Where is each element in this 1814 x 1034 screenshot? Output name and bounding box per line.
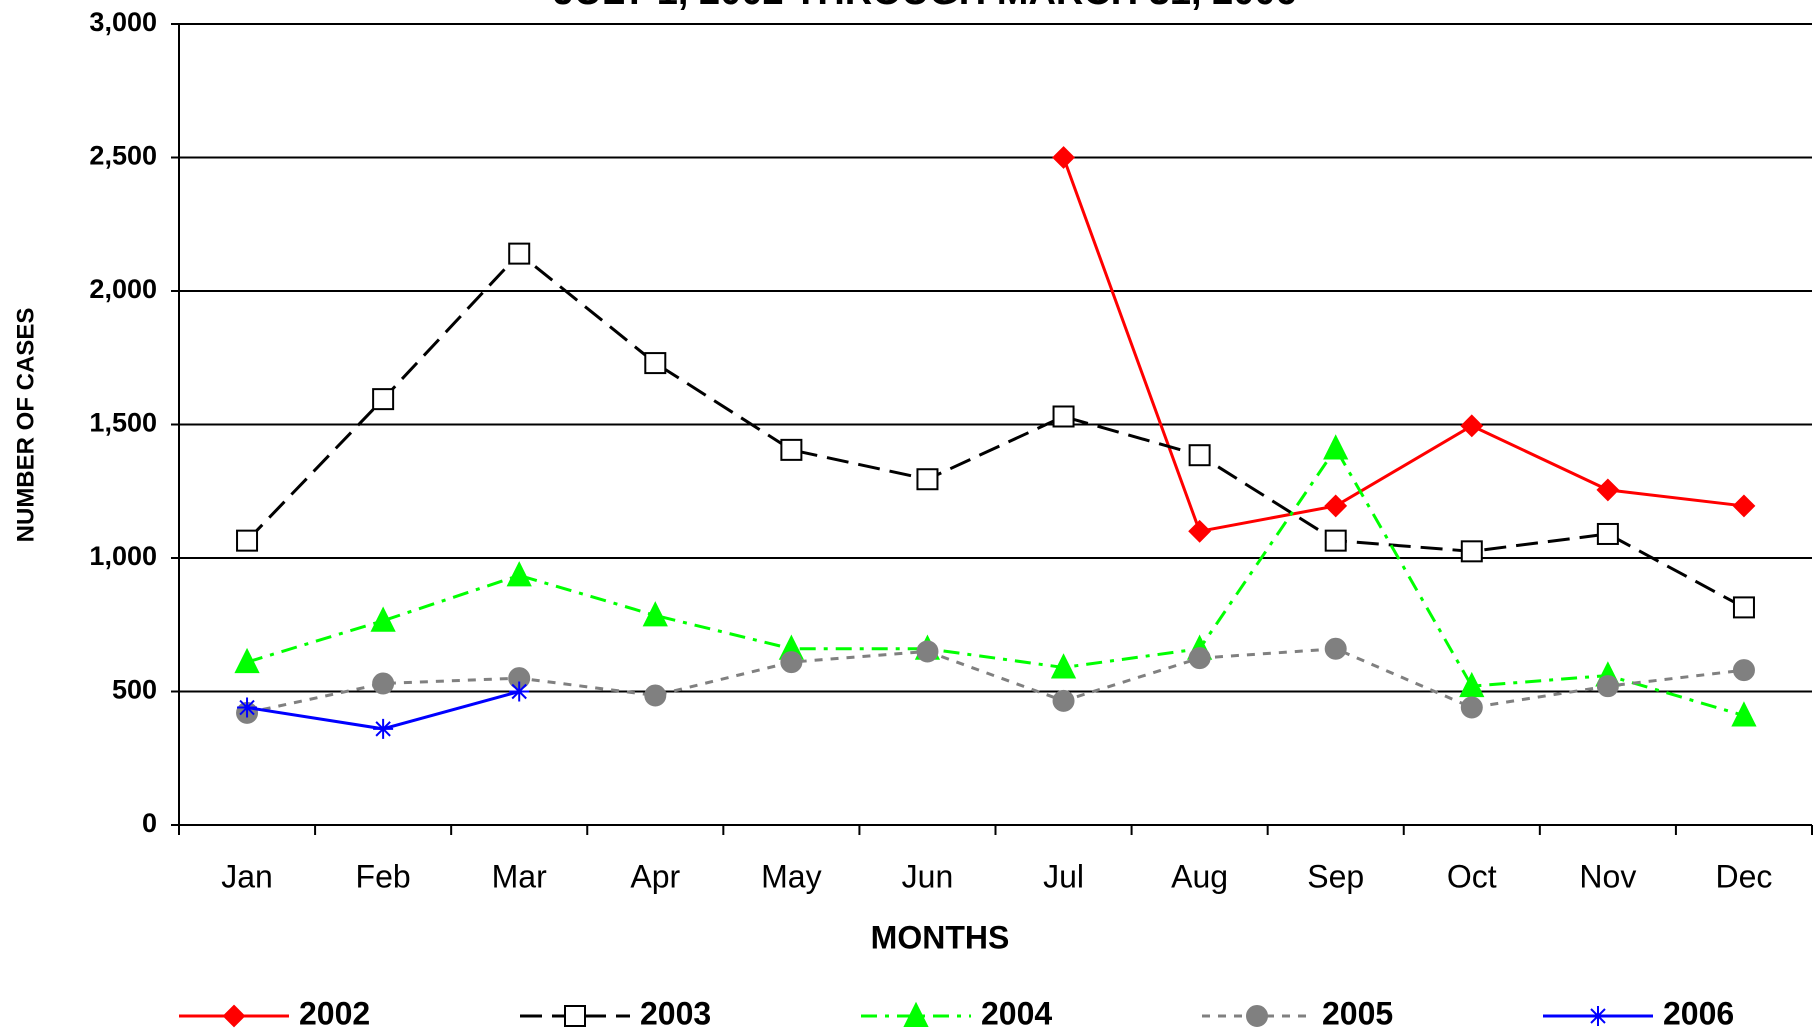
marker	[1246, 1005, 1268, 1027]
marker	[372, 672, 395, 695]
legend-label: 2005	[1322, 995, 1393, 1031]
legend-label: 2006	[1663, 995, 1734, 1031]
y-tick-label: 2,500	[89, 141, 157, 171]
y-tick-label: 2,000	[89, 274, 157, 304]
marker	[1460, 696, 1483, 719]
marker	[1323, 434, 1349, 460]
marker	[1050, 653, 1077, 679]
marker	[642, 601, 668, 627]
x-axis-title: MONTHS	[871, 919, 1010, 955]
y-tick-label: 3,000	[89, 7, 157, 37]
y-tick-label: 1,500	[89, 408, 157, 438]
chart-title: JULY 1, 2002 THROUGH MARCH 31, 2006	[553, 0, 1296, 13]
marker	[1052, 146, 1075, 169]
marker	[1188, 519, 1212, 543]
x-tick-label: Oct	[1447, 858, 1497, 894]
marker	[1731, 701, 1757, 727]
marker	[506, 561, 532, 587]
marker	[1596, 522, 1619, 545]
marker	[1588, 1006, 1608, 1026]
series-line	[1062, 156, 1745, 534]
marker	[1732, 659, 1755, 682]
x-tick-label: May	[761, 858, 821, 894]
x-tick-label: Jul	[1043, 858, 1084, 894]
x-tick-label: Sep	[1307, 858, 1364, 894]
y-tick-label: 500	[112, 675, 157, 705]
marker	[1460, 414, 1484, 438]
marker	[780, 651, 803, 674]
y-axis-title: NUMBER OF CASES	[12, 308, 39, 543]
marker	[1459, 671, 1485, 698]
marker	[1732, 596, 1755, 619]
x-tick-label: Mar	[492, 858, 547, 894]
x-tick-label: Nov	[1579, 858, 1636, 894]
x-tick-label: Feb	[356, 858, 411, 894]
marker	[509, 681, 530, 702]
marker	[644, 352, 667, 375]
y-tick-label: 1,000	[89, 541, 157, 571]
marker	[236, 529, 259, 552]
x-tick-label: Apr	[630, 858, 680, 894]
legend-label: 2004	[981, 995, 1052, 1031]
series-line	[246, 647, 1745, 715]
marker	[372, 388, 395, 411]
marker	[564, 1005, 586, 1027]
marker	[237, 697, 258, 718]
marker	[1324, 494, 1348, 518]
x-tick-label: Jun	[902, 858, 954, 894]
marker	[644, 684, 667, 707]
marker	[916, 468, 939, 491]
marker	[780, 438, 803, 461]
x-tick-label: Jan	[221, 858, 273, 894]
marker	[903, 1001, 929, 1027]
marker	[916, 640, 939, 663]
marker	[1732, 494, 1756, 518]
marker	[370, 606, 396, 632]
marker	[1324, 637, 1347, 660]
legend-label: 2003	[640, 995, 711, 1031]
marker	[1596, 478, 1620, 502]
marker	[1052, 689, 1075, 712]
marker	[222, 1004, 246, 1028]
x-tick-label: Aug	[1171, 858, 1228, 894]
y-tick-label: 0	[142, 808, 157, 838]
marker	[1052, 405, 1075, 428]
x-tick-label: Dec	[1716, 858, 1773, 894]
legend-label: 2002	[299, 995, 370, 1031]
marker	[234, 647, 260, 674]
marker	[508, 242, 531, 265]
marker	[373, 718, 394, 739]
marker	[1460, 540, 1483, 563]
series-line	[246, 445, 1745, 717]
marker	[1188, 444, 1211, 467]
marker	[1596, 675, 1619, 698]
marker	[1188, 647, 1211, 670]
marker	[1324, 529, 1347, 552]
series-line	[245, 251, 1745, 609]
